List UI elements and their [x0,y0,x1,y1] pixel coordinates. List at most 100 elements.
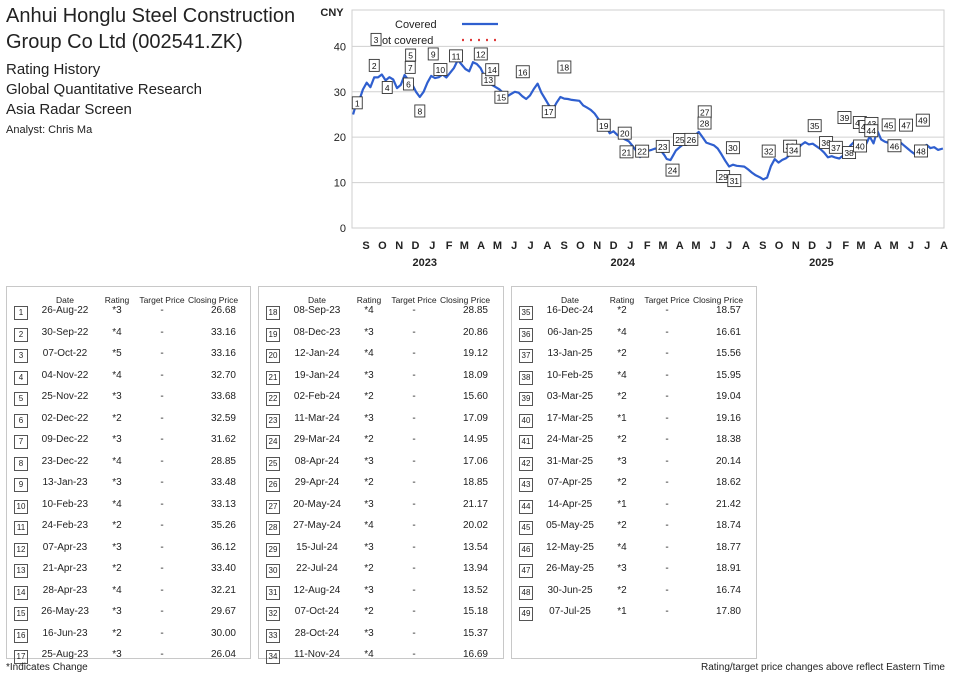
rating-number: 17 [14,650,28,664]
rating-number: 25 [266,456,280,471]
rating-number: 42 [519,456,533,471]
table-row: 15 26-May-23 *3 - 29.67 [7,606,250,627]
closing-price: 33.68 [210,391,236,402]
rating-date: 06-Jan-25 [547,326,593,338]
target-price: - [412,541,416,553]
table-row: 3 07-Oct-22 *5 - 33.16 [7,348,250,369]
x-year-label: 2024 [611,257,636,269]
rating-number: 39 [519,392,533,406]
rating-marker-box [665,163,680,177]
rating-number: 33 [266,628,280,643]
rating-date: 05-May-25 [546,520,594,531]
closing-price: 19.12 [462,348,488,359]
rating-date: 29-Apr-24 [294,477,340,488]
rating-marker-label: 11 [452,51,461,61]
rating-date: 09-Dec-22 [41,434,89,445]
target-price: - [665,326,669,338]
rating-date: 07-Apr-23 [42,541,88,553]
rating-value: *4 [364,649,374,660]
rating-marker-label: 22 [637,147,647,157]
rating-date: 11-Mar-24 [294,412,340,424]
rating-date: 07-Oct-24 [294,606,340,617]
y-tick-label: 20 [334,132,346,144]
target-price: - [665,455,669,467]
table-row: 41 24-Mar-25 *2 - 18.38 [512,434,756,455]
rating-number: 43 [519,478,533,492]
x-month-label: M [658,240,667,252]
rating-number: 13 [14,564,28,578]
rating-marker-box [557,60,572,74]
table-row: 28 27-May-24 *4 - 20.02 [259,520,503,541]
rating-number: 44 [519,499,533,514]
legend-covered-label: Covered [395,19,437,31]
target-price: - [412,520,416,531]
rating-value: *2 [112,563,122,574]
closing-price: 19.16 [715,412,741,424]
x-month-label: N [593,240,601,252]
rating-number: 23 [266,413,280,428]
x-month-label: J [924,240,930,252]
closing-price: 18.09 [462,369,488,381]
rating-date: 23-Dec-22 [41,455,89,467]
target-price: - [160,434,164,445]
rating-marker-label: 3 [374,35,379,45]
rating-date: 13-Jan-23 [42,477,88,488]
closing-price: 26.04 [210,649,236,660]
rating-date: 08-Dec-23 [293,326,341,338]
x-month-label: N [792,240,800,252]
table-header-close: Closing Price [188,295,239,305]
rating-date: 07-Apr-25 [547,477,593,488]
rating-marker-box [515,65,530,79]
table-row: 7 09-Dec-22 *3 - 31.62 [7,434,250,455]
rating-number: 19 [266,327,280,342]
table-header-target: Target Price [139,295,185,305]
rating-number: 7 [14,435,28,449]
closing-price: 17.09 [462,412,488,424]
subtitle-rating-history: Rating History [6,61,101,78]
target-price: - [160,498,164,510]
rating-date: 13-Jan-25 [547,348,593,359]
table-row: 1 26-Aug-22 *3 - 26.68 [7,305,250,326]
y-tick-label: 30 [334,87,346,99]
ratings-table-3: Date Rating Target Price Closing Price 35 16-… [511,286,757,659]
closing-price: 32.70 [210,369,236,381]
rating-marker-box [381,81,393,94]
rating-marker-box [684,132,699,146]
closing-price: 16.69 [462,649,488,660]
rating-value: *2 [112,520,122,531]
x-month-label: S [759,240,766,252]
table-row: 39 03-Mar-25 *2 - 19.04 [512,391,756,412]
rating-number: 40 [519,413,533,428]
x-month-label: A [543,240,551,252]
x-month-label: M [889,240,898,252]
closing-price: 15.56 [715,348,741,359]
rating-marker-box [414,104,426,118]
target-price: - [665,541,669,553]
rating-marker-label: 5 [408,51,413,61]
target-price: - [412,627,416,639]
rating-marker-label: 29 [718,172,728,182]
table-row: 21 19-Jan-24 *3 - 18.09 [259,370,503,391]
table-row: 20 12-Jan-24 *4 - 19.12 [259,348,503,369]
x-month-label: O [378,240,387,252]
rating-marker-box [914,144,928,158]
x-month-label: S [362,240,369,252]
closing-price: 33.13 [210,498,236,510]
rating-value: *3 [112,606,122,617]
x-month-label: J [429,240,435,252]
table-row: 19 08-Dec-23 *3 - 20.86 [259,327,503,348]
rating-value: *2 [617,520,627,531]
rating-value: *2 [364,434,374,445]
x-month-label: J [726,240,732,252]
rating-value: *4 [617,369,627,381]
rating-marker-label: 18 [560,62,570,72]
footnote-time: Rating/target price changes above reflec… [700,662,945,673]
rating-number: 48 [519,585,533,600]
rating-date: 17-Mar-25 [546,412,594,424]
target-price: - [160,584,164,596]
closing-price: 18.62 [715,477,741,488]
rating-number: 6 [14,413,28,428]
table-header-target: Target Price [644,295,690,305]
table-row: 8 23-Dec-22 *4 - 28.85 [7,456,250,477]
target-price: - [160,391,164,402]
